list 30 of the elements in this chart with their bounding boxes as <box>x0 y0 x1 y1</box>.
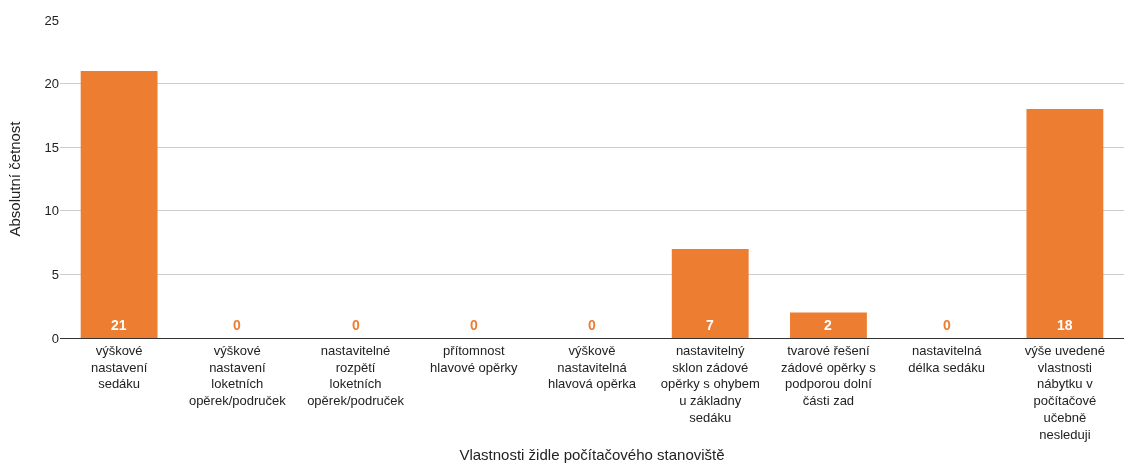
bar <box>80 70 158 338</box>
data-label: 7 <box>706 317 714 333</box>
y-tick-label: 15 <box>44 139 59 155</box>
x-tick-label: výškově nastavitelná hlavová opěrka <box>547 342 637 392</box>
bar <box>1026 109 1104 338</box>
data-label: 0 <box>588 317 596 333</box>
y-tick-label: 10 <box>44 203 59 219</box>
bar <box>671 248 749 338</box>
y-tick-label: 25 <box>44 12 59 28</box>
x-tick-label: nastavitelný sklon zádové opěrky s ohybem u základny sedáku <box>660 342 760 426</box>
data-label: 0 <box>352 317 360 333</box>
x-tick-label: tvarové řešení zádové opěrky s podporou dolní části zad <box>781 342 877 409</box>
x-tick-label: výše uvedené vlastnosti nábytku v počítačové učebně nesleduji <box>1024 342 1106 443</box>
x-tick-label: výškové nastavení loketních opěrek/područek <box>188 342 287 409</box>
data-label: 2 <box>824 317 832 333</box>
bar <box>790 312 867 338</box>
data-label: 21 <box>111 317 127 333</box>
data-label: 0 <box>233 317 241 333</box>
data-label: 0 <box>943 317 951 333</box>
y-tick-label: 0 <box>51 330 59 346</box>
x-tick-label: nastavitelné rozpětí loketních opěrek/područek <box>307 342 405 409</box>
data-label: 18 <box>1057 317 1073 333</box>
x-axis-title: Vlastnosti židle počítačového stanoviště <box>459 446 725 464</box>
x-tick-label: přítomnost hlavové opěrky <box>430 342 518 375</box>
x-tick-label: výškové nastavení sedáku <box>90 342 148 392</box>
y-tick-label: 20 <box>44 76 59 92</box>
y-axis-title: Absolutní četnost <box>6 120 23 237</box>
data-label: 0 <box>470 317 478 333</box>
x-tick-label: nastavitelná délka sedáku <box>908 342 985 375</box>
y-tick-label: 5 <box>51 266 59 282</box>
